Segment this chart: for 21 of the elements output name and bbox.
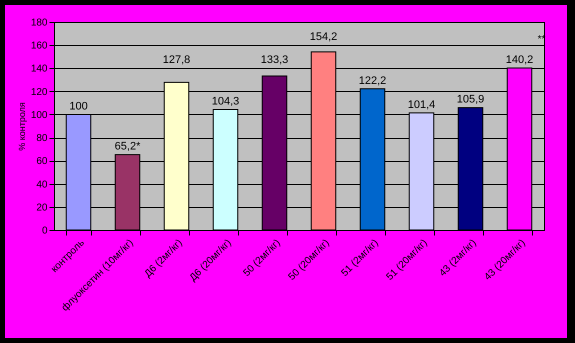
y-tick-label: 180 <box>30 18 48 28</box>
data-label: 100 <box>69 100 88 112</box>
data-label: 122,2 <box>358 74 386 87</box>
y-tick-label: 160 <box>30 40 48 52</box>
data-label: 140,2 <box>506 54 534 66</box>
data-label: 101,4 <box>408 98 436 111</box>
data-label: 105,9 <box>456 94 484 106</box>
y-tick-label: 40 <box>36 179 48 190</box>
y-tick-label: 20 <box>36 202 48 214</box>
y-tick-label: 140 <box>30 64 48 75</box>
y-tick-label: 0 <box>42 226 48 236</box>
y-tick-label: 100 <box>30 110 48 121</box>
data-label: 65,2* <box>114 140 142 153</box>
data-label: 127,8 <box>162 54 190 66</box>
y-tick-label: 120 <box>30 86 48 98</box>
y-tick-label: 60 <box>36 156 48 168</box>
data-label: 104,3 <box>212 95 240 108</box>
y-axis-title: % контроля <box>16 102 27 151</box>
y-tick-label: 80 <box>36 133 48 144</box>
data-label: 154,2 <box>310 31 338 44</box>
data-label: 133,3 <box>260 54 288 66</box>
